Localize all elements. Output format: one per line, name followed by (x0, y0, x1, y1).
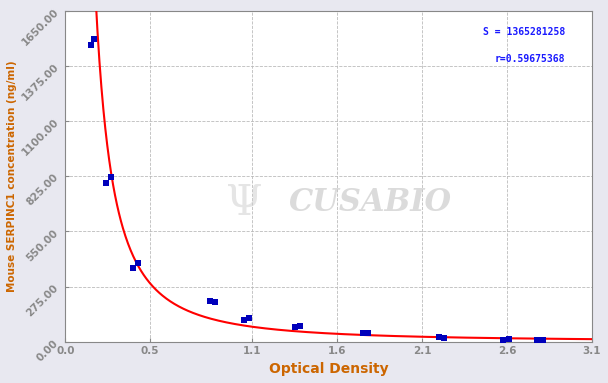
Point (499, 337, 508, 343)
Point (439, 335, 449, 341)
Point (533, 337, 542, 343)
Point (537, 337, 547, 343)
Point (210, 299, 219, 305)
Point (89, 36, 99, 42)
Point (128, 265, 138, 272)
Point (295, 322, 305, 329)
Point (503, 336, 513, 342)
Y-axis label: Mouse SERPINC1 concentration (ng/ml): Mouse SERPINC1 concentration (ng/ml) (7, 61, 17, 292)
Point (101, 180, 111, 187)
Text: r=0.59675368: r=0.59675368 (495, 54, 565, 64)
Point (205, 298, 215, 304)
Point (358, 330, 367, 336)
X-axis label: Optical Density: Optical Density (269, 362, 389, 376)
Point (86, 42, 95, 48)
Text: S = 1365281258: S = 1365281258 (483, 27, 565, 37)
Point (244, 315, 254, 321)
Point (434, 334, 444, 340)
Text: Ψ: Ψ (226, 182, 263, 224)
Text: CUSABIO: CUSABIO (289, 187, 452, 218)
Point (363, 329, 373, 336)
Point (134, 260, 143, 267)
Point (106, 174, 116, 180)
Point (239, 316, 249, 322)
Point (290, 324, 300, 330)
